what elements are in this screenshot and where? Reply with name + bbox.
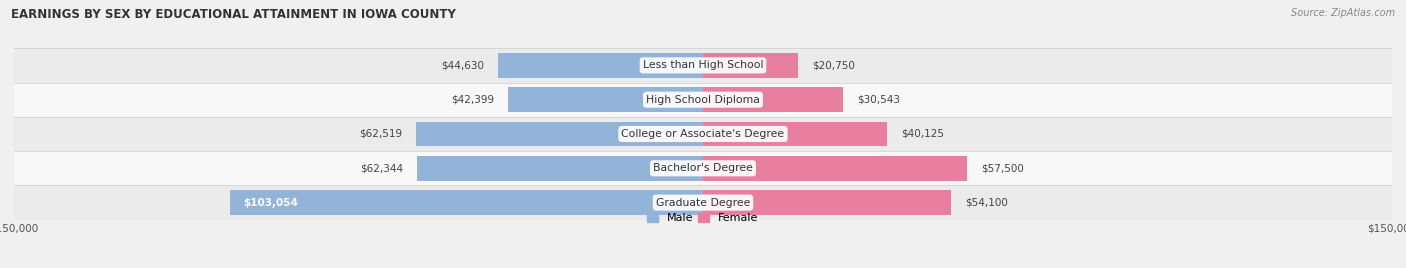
Bar: [229, 190, 703, 215]
Bar: [416, 122, 703, 146]
Text: $20,750: $20,750: [813, 60, 855, 70]
Bar: [416, 156, 703, 181]
Bar: [14, 117, 1392, 151]
Text: Less than High School: Less than High School: [643, 60, 763, 70]
Bar: [703, 156, 967, 181]
Text: Bachelor's Degree: Bachelor's Degree: [652, 163, 754, 173]
Text: High School Diploma: High School Diploma: [647, 95, 759, 105]
Text: Source: ZipAtlas.com: Source: ZipAtlas.com: [1291, 8, 1395, 18]
Text: EARNINGS BY SEX BY EDUCATIONAL ATTAINMENT IN IOWA COUNTY: EARNINGS BY SEX BY EDUCATIONAL ATTAINMEN…: [11, 8, 456, 21]
Bar: [508, 87, 703, 112]
Text: $42,399: $42,399: [451, 95, 495, 105]
Text: $44,630: $44,630: [441, 60, 484, 70]
Text: $40,125: $40,125: [901, 129, 943, 139]
Text: Graduate Degree: Graduate Degree: [655, 198, 751, 208]
Text: $54,100: $54,100: [966, 198, 1008, 208]
Text: College or Associate's Degree: College or Associate's Degree: [621, 129, 785, 139]
Bar: [703, 87, 844, 112]
Text: $62,344: $62,344: [360, 163, 404, 173]
Text: $103,054: $103,054: [243, 198, 298, 208]
Bar: [14, 48, 1392, 83]
Bar: [14, 151, 1392, 185]
Text: $57,500: $57,500: [981, 163, 1024, 173]
Bar: [14, 185, 1392, 220]
Bar: [703, 53, 799, 78]
Bar: [703, 190, 952, 215]
Text: $62,519: $62,519: [359, 129, 402, 139]
Bar: [703, 122, 887, 146]
Bar: [14, 83, 1392, 117]
Bar: [498, 53, 703, 78]
Legend: Male, Female: Male, Female: [643, 209, 763, 228]
Text: $30,543: $30,543: [858, 95, 900, 105]
